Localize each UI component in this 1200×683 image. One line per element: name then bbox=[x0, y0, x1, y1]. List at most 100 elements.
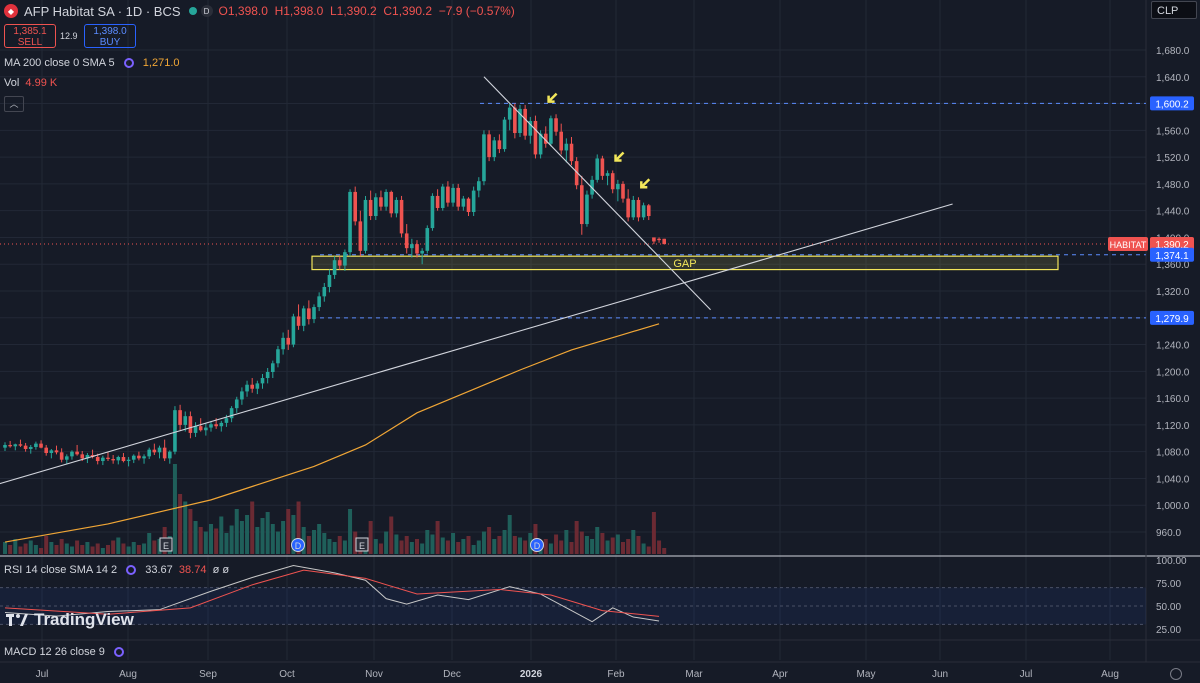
candle-body bbox=[554, 118, 558, 132]
candle-body bbox=[250, 384, 254, 389]
gear-icon[interactable] bbox=[1170, 668, 1182, 680]
candle-body bbox=[178, 410, 182, 425]
volume-bar bbox=[275, 531, 280, 554]
volume-bar bbox=[497, 536, 502, 554]
candle-body bbox=[255, 383, 260, 389]
volume-bar bbox=[23, 543, 28, 554]
candle-body bbox=[229, 408, 234, 419]
spread-value: 12.9 bbox=[60, 31, 78, 41]
volume-bar bbox=[39, 548, 44, 554]
volume-bar bbox=[579, 531, 584, 554]
ma-label: MA 200 close 0 SMA 5 bbox=[4, 57, 115, 69]
sell-button[interactable]: 1,385.1 SELL bbox=[4, 24, 56, 48]
candle-body bbox=[487, 134, 491, 158]
volume-bar bbox=[518, 537, 522, 554]
volume-bar bbox=[615, 534, 620, 554]
candle-body bbox=[518, 108, 522, 134]
volume-bar bbox=[394, 534, 399, 554]
candle-body bbox=[168, 451, 172, 459]
price-label: 1,600.2 bbox=[1155, 99, 1189, 110]
volume-bar bbox=[373, 539, 378, 554]
time-tick-label: Feb bbox=[607, 669, 625, 680]
volume-bar bbox=[312, 530, 316, 554]
volume-bar bbox=[59, 539, 64, 554]
volume-bar bbox=[301, 527, 306, 554]
candle-body bbox=[585, 194, 589, 225]
candle-body bbox=[621, 183, 625, 199]
price-tick-label: 1,120.0 bbox=[1156, 421, 1190, 432]
ma-legend[interactable]: MA 200 close 0 SMA 5 1,271.0 bbox=[4, 57, 180, 69]
candle-body bbox=[456, 187, 460, 207]
candle-body bbox=[121, 457, 126, 462]
volume-bar bbox=[600, 533, 605, 554]
volume-bar bbox=[49, 542, 54, 554]
volume-bar bbox=[415, 539, 419, 554]
volume-bar bbox=[265, 512, 270, 554]
volume-bar bbox=[111, 540, 116, 554]
candle-body bbox=[307, 308, 311, 320]
rsi-value: 33.67 bbox=[145, 564, 173, 576]
candle-body bbox=[188, 416, 193, 433]
time-tick-label: Aug bbox=[119, 669, 137, 680]
candle-body bbox=[394, 199, 399, 214]
dividend-marker bbox=[530, 538, 544, 552]
volume-bar bbox=[574, 521, 579, 554]
candle-body bbox=[317, 296, 321, 308]
price-tick-label: 1,080.0 bbox=[1156, 448, 1190, 459]
tradingview-mark-icon bbox=[6, 614, 28, 626]
price-label-bg bbox=[1150, 237, 1194, 252]
chevron-up-icon[interactable]: ︿ bbox=[4, 96, 24, 112]
candle-body bbox=[368, 199, 373, 217]
volume-bar bbox=[13, 539, 18, 554]
volume-bar bbox=[554, 534, 559, 554]
candle-body bbox=[641, 205, 646, 218]
brand-label: TradingView bbox=[34, 610, 134, 629]
candle-body bbox=[337, 260, 342, 266]
trendline bbox=[483, 76, 711, 311]
candle-body bbox=[332, 260, 337, 275]
candle-body bbox=[106, 457, 110, 460]
rsi-legend[interactable]: RSI 14 close SMA 14 2 33.67 38.74 ø ø bbox=[4, 564, 229, 576]
ohlc-high: H1,398.0 bbox=[274, 4, 324, 18]
candle-body bbox=[580, 185, 584, 225]
currency-button[interactable]: CLP bbox=[1151, 1, 1197, 19]
candle-body bbox=[466, 198, 471, 213]
candle-body bbox=[425, 228, 430, 251]
price-tick-label: 1,200.0 bbox=[1156, 367, 1190, 378]
vol-legend[interactable]: Vol 4.99 K bbox=[4, 77, 57, 89]
ma-settings-icon[interactable] bbox=[123, 58, 134, 69]
candle-body bbox=[152, 449, 157, 453]
time-tick-label: Nov bbox=[365, 669, 383, 680]
candle-body bbox=[224, 418, 229, 423]
volume-bar bbox=[646, 546, 651, 554]
candle-body bbox=[435, 195, 440, 208]
rsi-settings-icon[interactable] bbox=[126, 565, 137, 576]
volume-bar bbox=[255, 527, 260, 554]
volume-bar bbox=[136, 545, 141, 554]
macd-settings-icon[interactable] bbox=[113, 647, 124, 658]
symbol-title[interactable]: AFP Habitat SA · 1D · BCS bbox=[24, 3, 181, 19]
ohlc-values: O1,398.0 H1,398.0 L1,390.2 C1,390.2 −7.9… bbox=[219, 4, 515, 18]
candle-body bbox=[477, 181, 481, 191]
candle-body bbox=[296, 316, 301, 326]
candle-body bbox=[312, 307, 316, 320]
volume-bar bbox=[440, 537, 445, 554]
ohlc-open: O1,398.0 bbox=[218, 4, 268, 18]
volume-bar bbox=[126, 546, 131, 554]
time-tick-label: Jul bbox=[36, 669, 49, 680]
macd-legend[interactable]: MACD 12 26 close 9 bbox=[4, 646, 130, 658]
candle-body bbox=[49, 450, 54, 454]
volume-bar bbox=[322, 533, 327, 554]
vol-value: 4.99 K bbox=[25, 77, 58, 89]
volume-bar bbox=[651, 512, 656, 554]
rsi-tick-label: 25.00 bbox=[1156, 625, 1181, 636]
gap-label: GAP bbox=[673, 258, 696, 270]
candle-body bbox=[116, 457, 121, 461]
candle-body bbox=[348, 191, 352, 253]
volume-bar bbox=[33, 545, 38, 554]
volume-bar bbox=[626, 539, 631, 554]
candle-body bbox=[497, 140, 502, 150]
volume-bar bbox=[224, 533, 229, 554]
buy-button[interactable]: 1,398.0 BUY bbox=[84, 24, 136, 48]
